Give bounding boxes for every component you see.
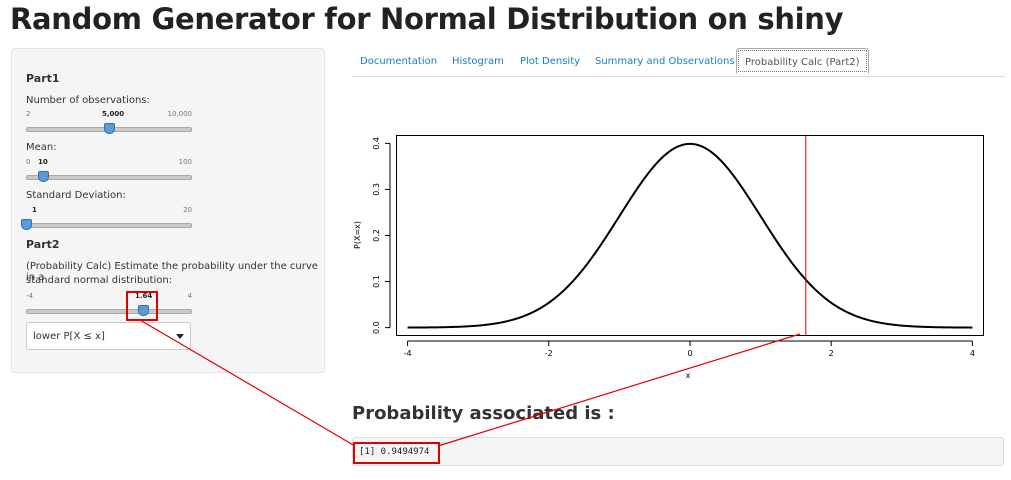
sd-value: 1 — [32, 206, 37, 214]
x-tick-label: 4 — [970, 349, 975, 358]
observations-label: Number of observations: — [26, 95, 150, 106]
density-plot: -4 -2 0 2 4 0.0 0.1 0.2 0.3 0.4 x P(X=x) — [353, 135, 984, 380]
mean-value: 10 — [38, 158, 48, 166]
probability-track — [26, 309, 192, 314]
mean-min: 0 — [26, 158, 31, 166]
prob-calc-label-line2: standard normal distribution: — [26, 275, 173, 286]
sd-max: 20 — [183, 206, 192, 214]
tail-select[interactable]: lower P[X ≤ x] — [26, 322, 191, 350]
probability-value: 1.64 — [135, 292, 153, 300]
tail-select-value: lower P[X ≤ x] — [33, 331, 105, 342]
caret-down-icon — [176, 334, 184, 339]
tab-documentation[interactable]: Documentation — [360, 56, 438, 67]
prob-calc-label-line1: (Probability Calc) Estimate the probabil… — [26, 261, 318, 283]
sidebar-panel: Part1 Number of observations: 2 5,000 10… — [11, 48, 325, 373]
probability-slider[interactable]: -4 1.64 4 — [26, 292, 192, 316]
observations-value: 5,000 — [102, 110, 125, 118]
mean-handle[interactable] — [37, 171, 49, 182]
y-axis-label: P(X=x) — [353, 221, 362, 249]
y-tick-label: 0.4 — [372, 137, 381, 150]
probability-heading: Probability associated is : — [352, 403, 615, 424]
x-tick-label: 0 — [687, 349, 692, 358]
x-tick-label: -2 — [545, 349, 553, 358]
probability-max: 4 — [187, 292, 192, 300]
observations-handle[interactable] — [104, 123, 115, 134]
observations-max: 10,000 — [167, 110, 193, 118]
probability-min: -4 — [26, 292, 33, 300]
density-curve — [407, 142, 973, 329]
probability-handle[interactable] — [138, 305, 150, 316]
page-title: Random Generator for Normal Distribution… — [10, 2, 844, 36]
mean-slider[interactable]: 0 10 100 — [26, 158, 192, 182]
tab-probability-calc[interactable]: Probability Calc (Part2) — [736, 48, 869, 74]
y-tick-label: 0.3 — [372, 183, 381, 196]
y-tick-label: 0.1 — [372, 275, 381, 288]
tab-histogram[interactable]: Histogram — [452, 56, 504, 67]
x-tick-label: -4 — [404, 349, 412, 358]
y-tick-label: 0.0 — [372, 321, 381, 334]
y-tick-label: 0.2 — [372, 229, 381, 242]
part2-heading: Part2 — [26, 238, 60, 251]
probability-output: [1] 0.9494974 — [352, 437, 1004, 466]
tab-plot-density[interactable]: Plot Density — [520, 56, 581, 67]
tab-bar: Documentation Histogram Plot Density Sum… — [352, 46, 1005, 77]
mean-label: Mean: — [26, 142, 57, 153]
sd-label: Standard Deviation: — [26, 190, 126, 201]
mean-max: 100 — [178, 158, 192, 166]
tab-summary-observations[interactable]: Summary and Observations — [595, 56, 735, 67]
part1-heading: Part1 — [26, 72, 60, 85]
plot-frame — [396, 135, 984, 336]
probability-output-text: [1] 0.9494974 — [359, 447, 430, 457]
sd-slider[interactable]: 1 20 — [21, 206, 192, 230]
observations-slider[interactable]: 2 5,000 10,000 — [26, 110, 193, 134]
mean-track — [26, 175, 192, 180]
x-tick-label: 2 — [829, 349, 834, 358]
sd-handle[interactable] — [21, 219, 32, 230]
sd-track — [26, 223, 192, 228]
x-axis-label: x — [686, 371, 691, 380]
observations-min: 2 — [26, 110, 31, 118]
